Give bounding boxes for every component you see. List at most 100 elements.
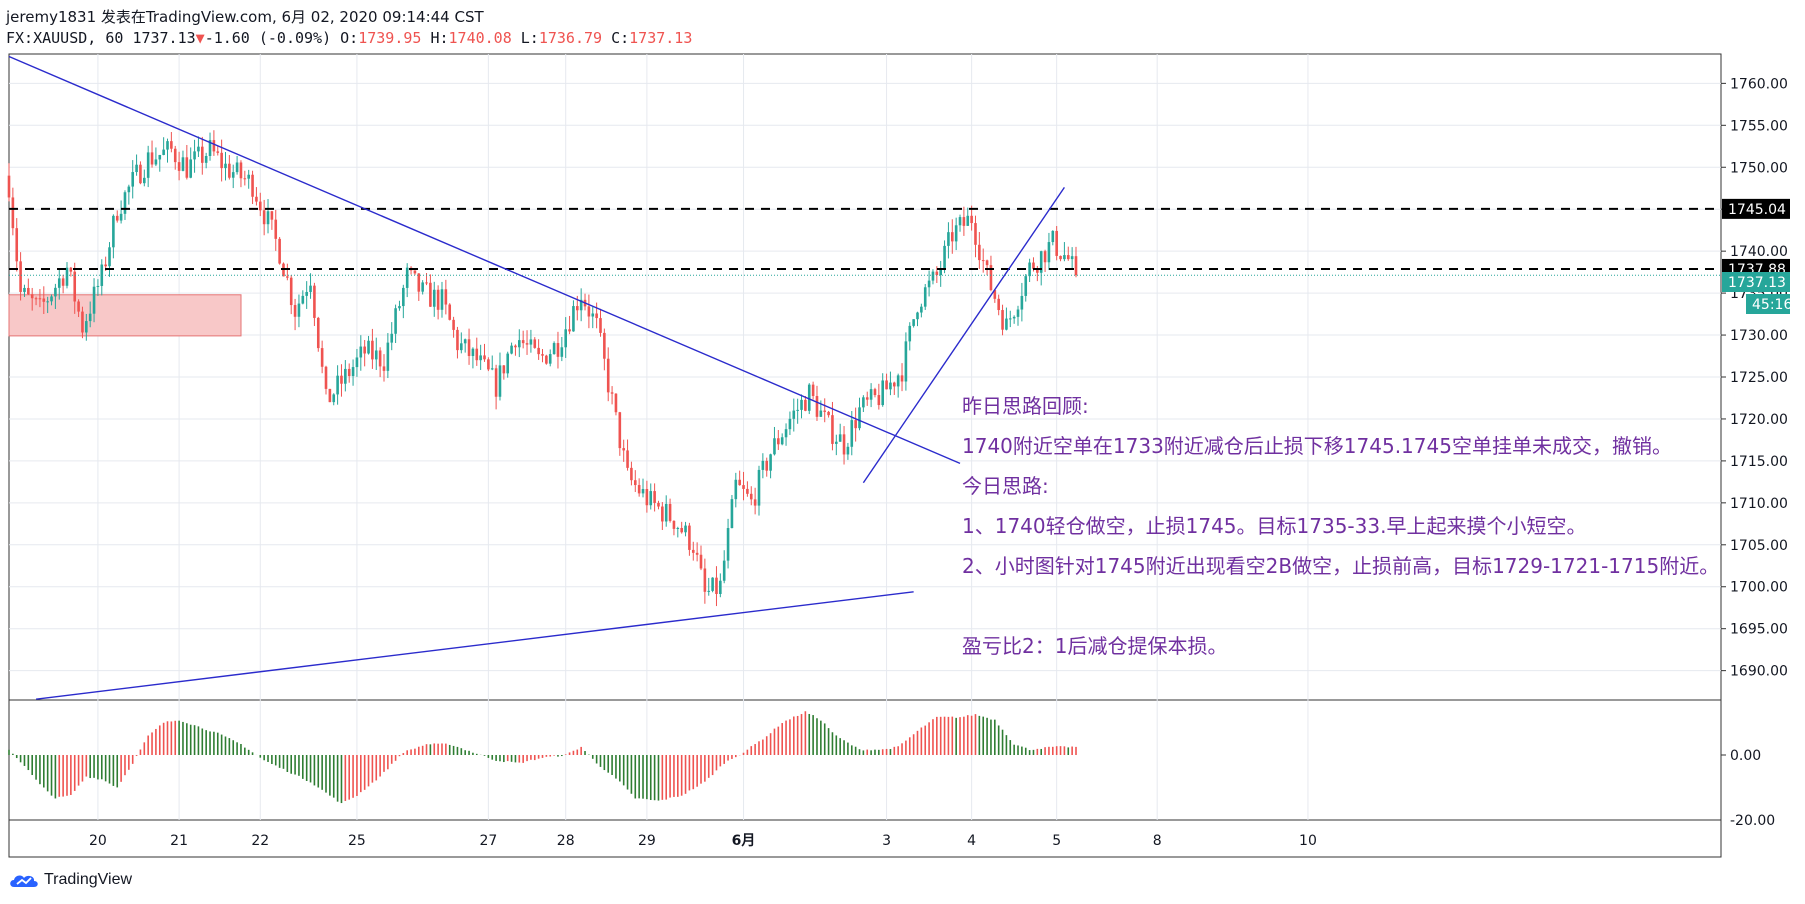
candle-body	[862, 397, 865, 408]
trend-line	[862, 187, 1065, 484]
candle-body	[100, 264, 104, 286]
candle-body	[533, 339, 537, 348]
candle-body	[336, 375, 339, 395]
x-tick-label: 6月	[732, 833, 756, 849]
tradingview-logo[interactable]: TradingView	[8, 871, 132, 889]
candle-body	[630, 467, 633, 481]
candle-body	[112, 215, 115, 248]
candle-body	[579, 299, 583, 311]
candle-body	[1016, 309, 1020, 317]
candle-body	[320, 348, 324, 367]
candle-body	[162, 149, 165, 155]
candle-body	[1008, 318, 1012, 320]
candle-body	[119, 213, 123, 221]
candle-body	[286, 276, 289, 278]
candle-body	[88, 313, 92, 322]
candle-body	[742, 485, 745, 489]
candle-body	[912, 319, 915, 326]
candle-body	[30, 294, 34, 299]
candle-body	[842, 434, 846, 455]
candle-body	[456, 329, 459, 351]
candle-body	[436, 289, 440, 310]
candle-body	[765, 460, 769, 471]
candle-body	[893, 382, 896, 387]
candle-body	[127, 186, 131, 193]
candle-body	[572, 306, 575, 332]
candle-body	[548, 354, 552, 364]
candle-body	[251, 174, 254, 197]
candle-body	[568, 329, 571, 332]
candle-body	[599, 318, 602, 333]
candle-body	[479, 355, 482, 361]
candle-body	[38, 298, 42, 300]
candle-body	[57, 278, 61, 288]
candle-body	[228, 163, 231, 178]
candle-body	[181, 157, 185, 171]
candle-body	[773, 438, 776, 455]
trend-line	[35, 591, 914, 700]
candle-body	[177, 162, 181, 171]
candle-body	[382, 366, 386, 371]
x-tick-label: 27	[479, 833, 497, 849]
candle-body	[351, 367, 355, 377]
candle-body	[726, 528, 730, 561]
candle-body	[355, 357, 359, 368]
candle-body	[746, 488, 749, 494]
candle-body	[170, 141, 173, 149]
candle-body	[993, 290, 997, 299]
candle-body	[463, 339, 467, 344]
price-label-box	[1722, 272, 1790, 292]
candle-body	[699, 554, 703, 569]
candle-body	[146, 152, 150, 178]
price-axis[interactable]: 1760.001755.001750.001745.001740.001735.…	[1721, 76, 1788, 829]
grid	[9, 54, 1721, 820]
candle-body	[104, 264, 107, 267]
candle-body	[641, 488, 645, 494]
candle-body	[730, 499, 734, 529]
chart-header-ohlc: FX:XAUUSD, 60 1737.13▼-1.60 (-0.09%) O:1…	[6, 29, 692, 47]
candle-body	[274, 219, 278, 239]
candle-body	[510, 345, 513, 354]
candle-body	[997, 298, 1000, 311]
candle-body	[896, 375, 900, 387]
candle-body	[255, 196, 258, 202]
candle-body	[637, 485, 641, 494]
candle-body	[475, 348, 479, 361]
y-tick-label: 1715.00	[1730, 454, 1788, 470]
candle-body	[344, 368, 347, 384]
candle-body	[502, 365, 506, 374]
osc-low-label: -20.00	[1730, 813, 1775, 829]
tradingview-cloud-icon	[10, 875, 38, 887]
candle-body	[954, 225, 958, 242]
x-tick-label: 4	[967, 833, 976, 849]
candle-body	[378, 350, 382, 367]
candle-body	[908, 325, 912, 342]
candle-body	[653, 491, 656, 503]
y-tick-label: 1740.00	[1730, 244, 1788, 260]
candle-body	[950, 232, 954, 242]
candle-body	[42, 298, 46, 302]
candle-body	[54, 287, 57, 297]
candle-body	[962, 217, 966, 226]
candle-body	[606, 358, 610, 393]
x-tick-label: 21	[170, 833, 188, 849]
candle-body	[1001, 310, 1004, 330]
candle-body	[560, 347, 564, 357]
candle-body	[881, 380, 885, 406]
candle-body	[386, 342, 390, 371]
candle-body	[235, 162, 239, 173]
candle-body	[293, 305, 297, 317]
candle-body	[405, 267, 409, 288]
candle-body	[402, 287, 405, 307]
candle-body	[108, 247, 111, 267]
candle-body	[537, 347, 540, 355]
y-tick-label: 1755.00	[1730, 118, 1788, 134]
symbol-label[interactable]: FX:XAUUSD, 60	[6, 29, 124, 47]
y-tick-label: 1760.00	[1730, 76, 1788, 92]
candle-body	[981, 260, 985, 262]
candle-body	[328, 388, 332, 403]
note-today-title: 今日思路:	[962, 474, 1049, 498]
time-axis[interactable]: 20 21 22 25 27 28 29 6月 3 4 5 8 10	[89, 833, 1317, 849]
candle-body	[1070, 256, 1074, 260]
